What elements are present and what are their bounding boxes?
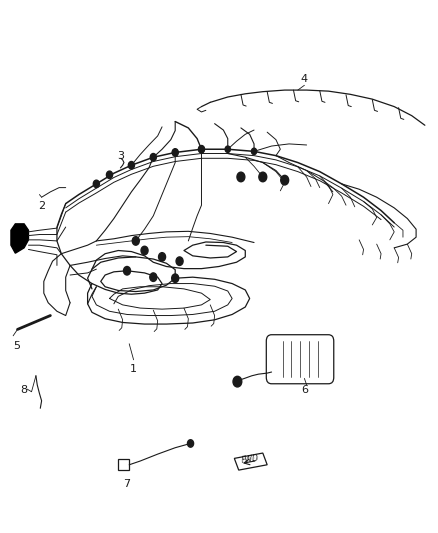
Circle shape [150,273,157,281]
Circle shape [106,171,113,179]
Circle shape [124,266,131,275]
Circle shape [172,149,178,156]
Text: 5: 5 [13,341,20,351]
Text: FWD: FWD [241,454,260,465]
Circle shape [198,146,205,153]
Circle shape [93,180,99,188]
Circle shape [259,172,267,182]
Text: 6: 6 [301,385,308,395]
Circle shape [281,175,289,185]
Text: 1: 1 [130,364,137,374]
Text: 2: 2 [38,201,45,212]
Circle shape [141,246,148,255]
Text: 7: 7 [124,479,131,489]
Circle shape [187,440,194,447]
Text: 8: 8 [20,385,27,395]
Polygon shape [11,224,28,253]
Circle shape [173,149,178,156]
Circle shape [176,257,183,265]
Circle shape [233,376,242,387]
Circle shape [172,274,179,282]
Text: 4: 4 [301,74,308,84]
Circle shape [132,237,139,245]
Circle shape [199,146,204,152]
Text: 3: 3 [117,151,124,161]
Circle shape [225,146,230,152]
Circle shape [159,253,166,261]
Circle shape [237,172,245,182]
Circle shape [150,154,156,161]
Circle shape [251,148,257,155]
Circle shape [128,161,134,169]
